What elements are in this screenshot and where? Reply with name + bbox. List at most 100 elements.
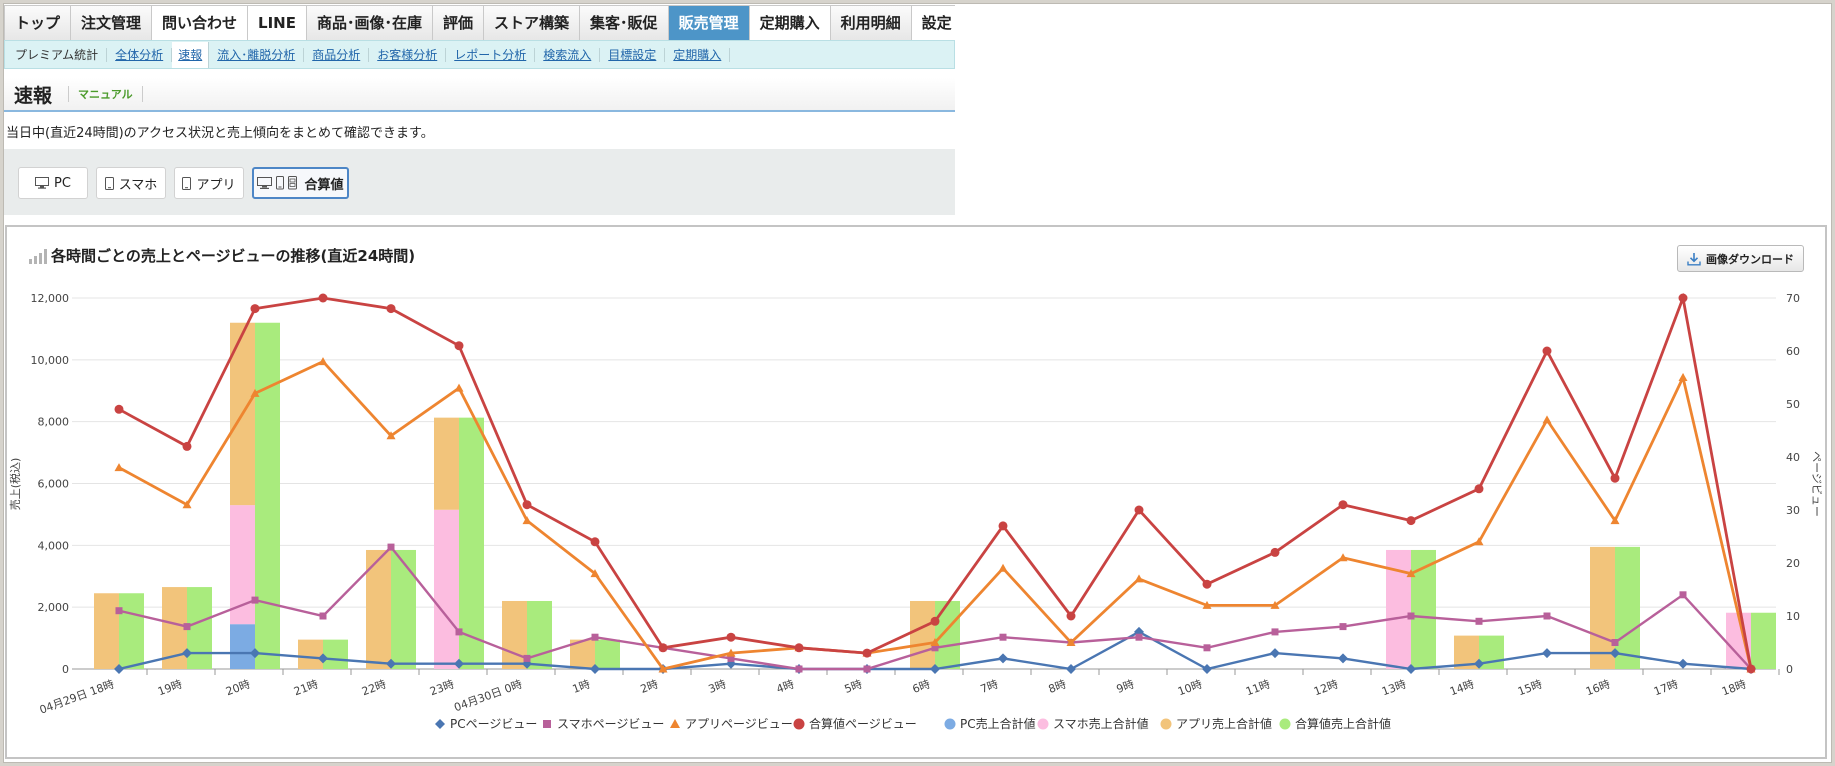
point bbox=[386, 431, 396, 440]
point bbox=[1542, 648, 1552, 659]
nav-tab[interactable]: トップ bbox=[5, 6, 72, 41]
title-bar: 速報 マニュアル bbox=[4, 78, 955, 112]
subnav-item[interactable]: 検索流入 bbox=[535, 47, 601, 62]
x-tick-label: 12時 bbox=[1312, 678, 1340, 699]
subnav-item[interactable]: 目標設定 bbox=[600, 47, 666, 62]
nav-tab[interactable]: 販売管理 bbox=[668, 6, 750, 41]
nav-tab[interactable]: 注文管理 bbox=[71, 6, 153, 41]
legend-marker bbox=[1160, 718, 1172, 730]
point bbox=[998, 653, 1008, 664]
y-tick-label-right: 30 bbox=[1786, 504, 1800, 517]
legend-marker bbox=[670, 719, 680, 728]
point bbox=[1679, 591, 1687, 599]
point bbox=[1271, 628, 1279, 636]
legend-label: 合算値売上合計値 bbox=[1295, 716, 1391, 731]
bar bbox=[910, 600, 935, 669]
subnav-item[interactable]: 商品分析 bbox=[304, 47, 370, 62]
subnav-item[interactable]: 全体分析 bbox=[107, 47, 173, 62]
point bbox=[590, 537, 600, 547]
download-image-button[interactable]: 画像ダウンロード bbox=[1677, 245, 1804, 272]
x-tick-label: 10時 bbox=[1176, 678, 1204, 699]
point bbox=[114, 463, 124, 472]
point bbox=[386, 658, 396, 669]
device-button-combined[interactable]: 合算値 bbox=[252, 167, 349, 199]
nav-tab[interactable]: LINE bbox=[248, 6, 307, 41]
y-tick-label-right: 0 bbox=[1786, 663, 1793, 676]
bar-chart-icon bbox=[29, 249, 47, 264]
download-icon bbox=[1687, 252, 1701, 265]
device-button-app[interactable]: アプリ bbox=[174, 167, 244, 199]
sub-nav: プレミアム統計 全体分析 速報 流入･離脱分析 商品分析 お客様分析 レポート分析 検索流入目… bbox=[4, 40, 955, 69]
point bbox=[930, 638, 940, 646]
bar bbox=[1615, 546, 1640, 669]
y-tick-label-right: 70 bbox=[1786, 292, 1800, 305]
x-tick-label: 04月30日 0時 bbox=[452, 678, 524, 715]
point bbox=[251, 596, 259, 604]
nav-tab[interactable]: 商品･画像･在庫 bbox=[307, 6, 434, 41]
subnav-item[interactable]: お客様分析 bbox=[369, 47, 447, 62]
point bbox=[1678, 293, 1688, 303]
x-tick-label: 9時 bbox=[1115, 678, 1136, 696]
point bbox=[658, 643, 668, 653]
point bbox=[998, 521, 1008, 531]
nav-tab[interactable]: 利用明細 bbox=[830, 6, 912, 41]
point bbox=[590, 569, 600, 578]
point bbox=[794, 643, 804, 653]
x-tick-label: 3時 bbox=[707, 678, 728, 696]
x-tick-label: 2時 bbox=[639, 678, 660, 696]
point bbox=[1406, 516, 1416, 526]
manual-link[interactable]: マニュアル bbox=[68, 86, 143, 102]
device-selector: PC スマホ アプリ 合算値 bbox=[4, 149, 955, 215]
app-phone-icon bbox=[182, 176, 192, 190]
point bbox=[182, 441, 192, 451]
x-tick-label: 13時 bbox=[1380, 678, 1408, 699]
nav-tab[interactable]: 集客･販促 bbox=[580, 6, 669, 41]
y-tick-label-right: 50 bbox=[1786, 398, 1800, 411]
point bbox=[930, 664, 940, 674]
point bbox=[1475, 617, 1483, 625]
bar bbox=[1751, 612, 1776, 669]
x-tick-label: 4時 bbox=[775, 678, 796, 696]
x-tick-label: 6時 bbox=[911, 678, 932, 696]
subnav-item[interactable]: レポート分析 bbox=[446, 47, 536, 62]
point bbox=[1135, 633, 1143, 641]
legend-marker bbox=[944, 718, 956, 730]
bar bbox=[459, 417, 484, 669]
point bbox=[1746, 664, 1756, 674]
device-button-pc[interactable]: PC bbox=[18, 167, 88, 199]
nav-tab[interactable]: ストア構築 bbox=[484, 6, 581, 41]
point bbox=[114, 404, 124, 414]
y-tick-label-right: 60 bbox=[1786, 345, 1800, 358]
bar bbox=[255, 322, 280, 669]
point bbox=[250, 304, 260, 314]
x-tick-label: 17時 bbox=[1652, 678, 1680, 699]
point bbox=[523, 654, 531, 662]
x-tick-label: 20時 bbox=[224, 678, 252, 699]
subnav-item[interactable]: 定期購入 bbox=[665, 47, 731, 62]
point bbox=[1134, 574, 1144, 583]
point bbox=[726, 632, 736, 642]
point bbox=[1474, 484, 1484, 494]
legend-label: アプリページビュー bbox=[685, 717, 793, 731]
device-button-smartphone[interactable]: スマホ bbox=[96, 167, 166, 199]
point bbox=[455, 628, 463, 636]
nav-tab[interactable]: 設定 bbox=[911, 6, 962, 41]
point bbox=[590, 664, 600, 674]
y-axis-title-left: 売上(税込) bbox=[8, 458, 22, 511]
point bbox=[250, 648, 260, 659]
bar bbox=[230, 505, 255, 625]
nav-tab[interactable]: 定期購入 bbox=[749, 6, 831, 41]
nav-tab[interactable]: 評価 bbox=[433, 6, 485, 41]
x-tick-label: 18時 bbox=[1720, 678, 1748, 699]
point bbox=[1542, 415, 1552, 424]
bar bbox=[323, 639, 348, 669]
point bbox=[1542, 346, 1552, 356]
point bbox=[658, 664, 668, 673]
x-tick-label: 15時 bbox=[1516, 678, 1544, 699]
subnav-item[interactable]: 流入･離脱分析 bbox=[209, 47, 305, 62]
nav-tab[interactable]: 問い合わせ bbox=[152, 6, 249, 41]
subnav-item[interactable]: 速報 bbox=[172, 41, 210, 68]
x-tick-label: 8時 bbox=[1047, 678, 1068, 696]
legend-marker bbox=[1037, 718, 1049, 730]
point bbox=[114, 664, 124, 674]
